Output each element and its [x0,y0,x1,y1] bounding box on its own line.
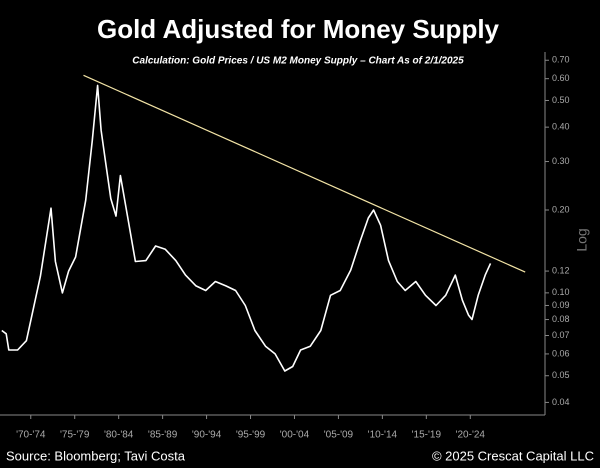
y-tick-label: 0.12 [552,265,570,275]
x-tick-label: '80-'84 [104,430,134,441]
y-tick-label: 0.09 [552,300,570,310]
y-tick-label: 0.06 [552,348,570,358]
x-tick-label: '85-'89 [148,430,178,441]
y-tick-label: 0.70 [552,55,570,65]
y-tick-label: 0.10 [552,287,570,297]
copyright-note: © 2025 Crescat Capital LLC [432,448,594,463]
y-tick-label: 0.40 [552,122,570,132]
x-tick-label: '10-'14 [368,430,398,441]
source-note: Source: Bloomberg; Tavi Costa [6,448,186,463]
data-line [1,84,492,372]
x-tick-label: '95-'99 [236,430,266,441]
x-tick-label: '90-'94 [192,430,222,441]
trend-line [83,74,526,273]
y-tick-label: 0.20 [552,204,570,214]
chart-subtitle: Calculation: Gold Prices / US M2 Money S… [132,56,464,67]
y-axis-label: Log [574,228,590,251]
x-tick-label: '70-'74 [16,430,46,441]
x-tick-label: '75-'79 [60,430,90,441]
x-tick-label: '00-'04 [280,430,310,441]
y-tick-label: 0.04 [552,397,570,407]
chart-title: Gold Adjusted for Money Supply [97,14,500,44]
y-tick-label: 0.08 [552,314,570,324]
x-tick-label: '15-'19 [412,430,442,441]
x-tick-label: '05-'09 [324,430,354,441]
y-tick-label: 0.50 [552,95,570,105]
y-tick-label: 0.07 [552,330,570,340]
y-tick-label: 0.60 [552,73,570,83]
x-tick-label: '20-'24 [456,430,486,441]
y-tick-label: 0.30 [552,156,570,166]
y-tick-label: 0.05 [552,370,570,380]
